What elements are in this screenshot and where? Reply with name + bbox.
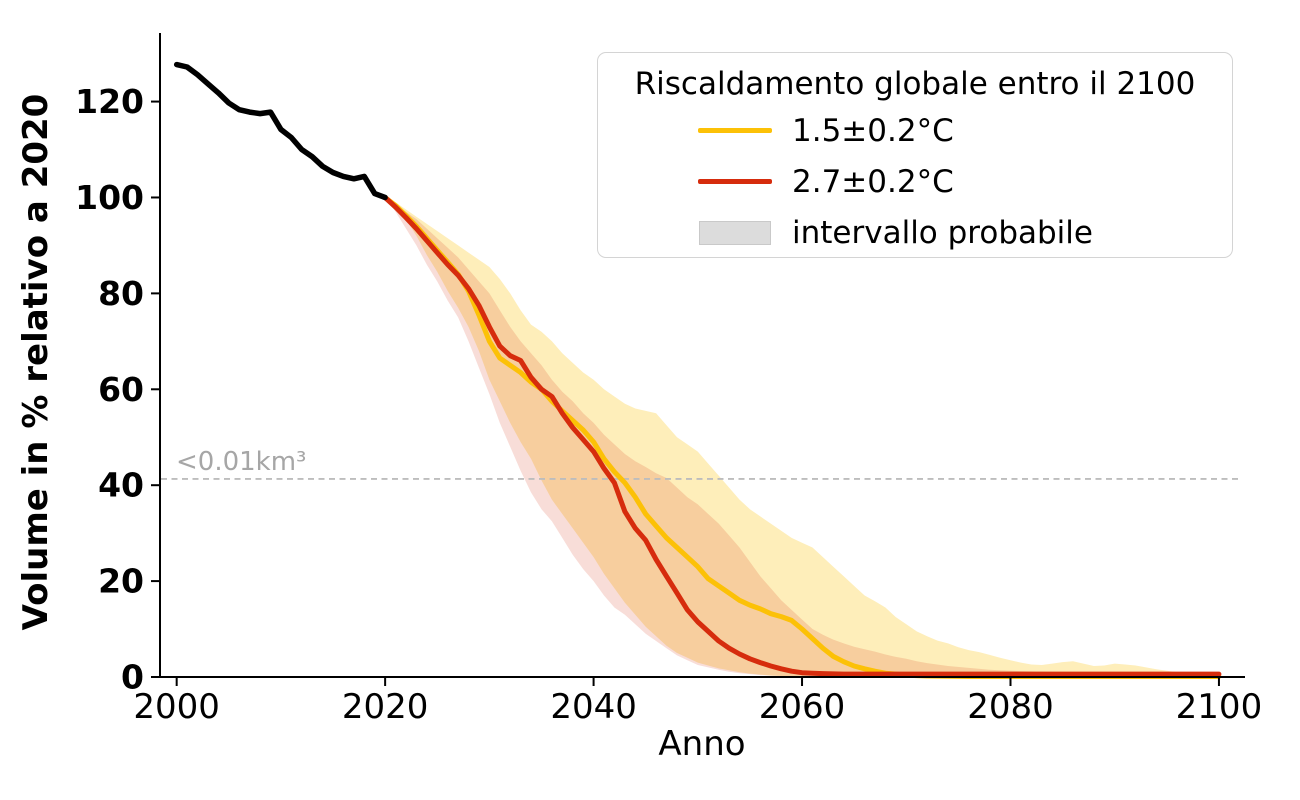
series-line-historical xyxy=(173,61,388,201)
y-tick-label: 0 xyxy=(121,658,144,697)
x-tick-label: 2080 xyxy=(967,687,1054,727)
legend-row-likely-range: intervallo probabile xyxy=(598,207,1232,258)
legend-patch-swatch-likely-range xyxy=(699,220,771,245)
x-tick-label: 2040 xyxy=(550,687,637,727)
uncertainty-band-2-7c xyxy=(385,197,1219,677)
legend-line-swatch-1-5c xyxy=(698,128,772,133)
legend-box: Riscaldamento globale entro il 2100 1.5±… xyxy=(597,52,1233,258)
legend-row-scenario-2-7: 2.7±0.2°C xyxy=(598,156,1232,207)
legend-line-swatch-2-7c xyxy=(698,179,772,184)
x-tick-label: 2000 xyxy=(133,687,220,727)
y-axis-label: Volume in % relativo a 2020 xyxy=(16,93,56,631)
threshold-annotation: <0.01km³ xyxy=(176,447,306,477)
y-tick-label: 60 xyxy=(98,370,144,409)
y-tick-label: 100 xyxy=(75,178,144,217)
legend-label-likely-range: intervallo probabile xyxy=(792,214,1093,251)
x-tick-label: 2060 xyxy=(759,687,846,727)
y-tick-label: 40 xyxy=(98,466,144,505)
legend-row-scenario-1-5: 1.5±0.2°C xyxy=(598,105,1232,156)
legend-title: Riscaldamento globale entro il 2100 xyxy=(634,66,1196,102)
y-tick-label: 120 xyxy=(75,82,144,121)
y-tick-label: 80 xyxy=(98,274,144,313)
series-line-2-7c xyxy=(382,195,1222,677)
x-tick-label: 2100 xyxy=(1176,687,1263,727)
x-axis-label: Anno xyxy=(658,724,746,764)
uncertainty-band-1-5c xyxy=(385,197,1219,677)
y-tick-label: 20 xyxy=(98,562,144,601)
x-tick-label: 2020 xyxy=(342,687,429,727)
legend-label-2-7c: 2.7±0.2°C xyxy=(792,163,954,200)
legend-label-1-5c: 1.5±0.2°C xyxy=(792,112,954,149)
